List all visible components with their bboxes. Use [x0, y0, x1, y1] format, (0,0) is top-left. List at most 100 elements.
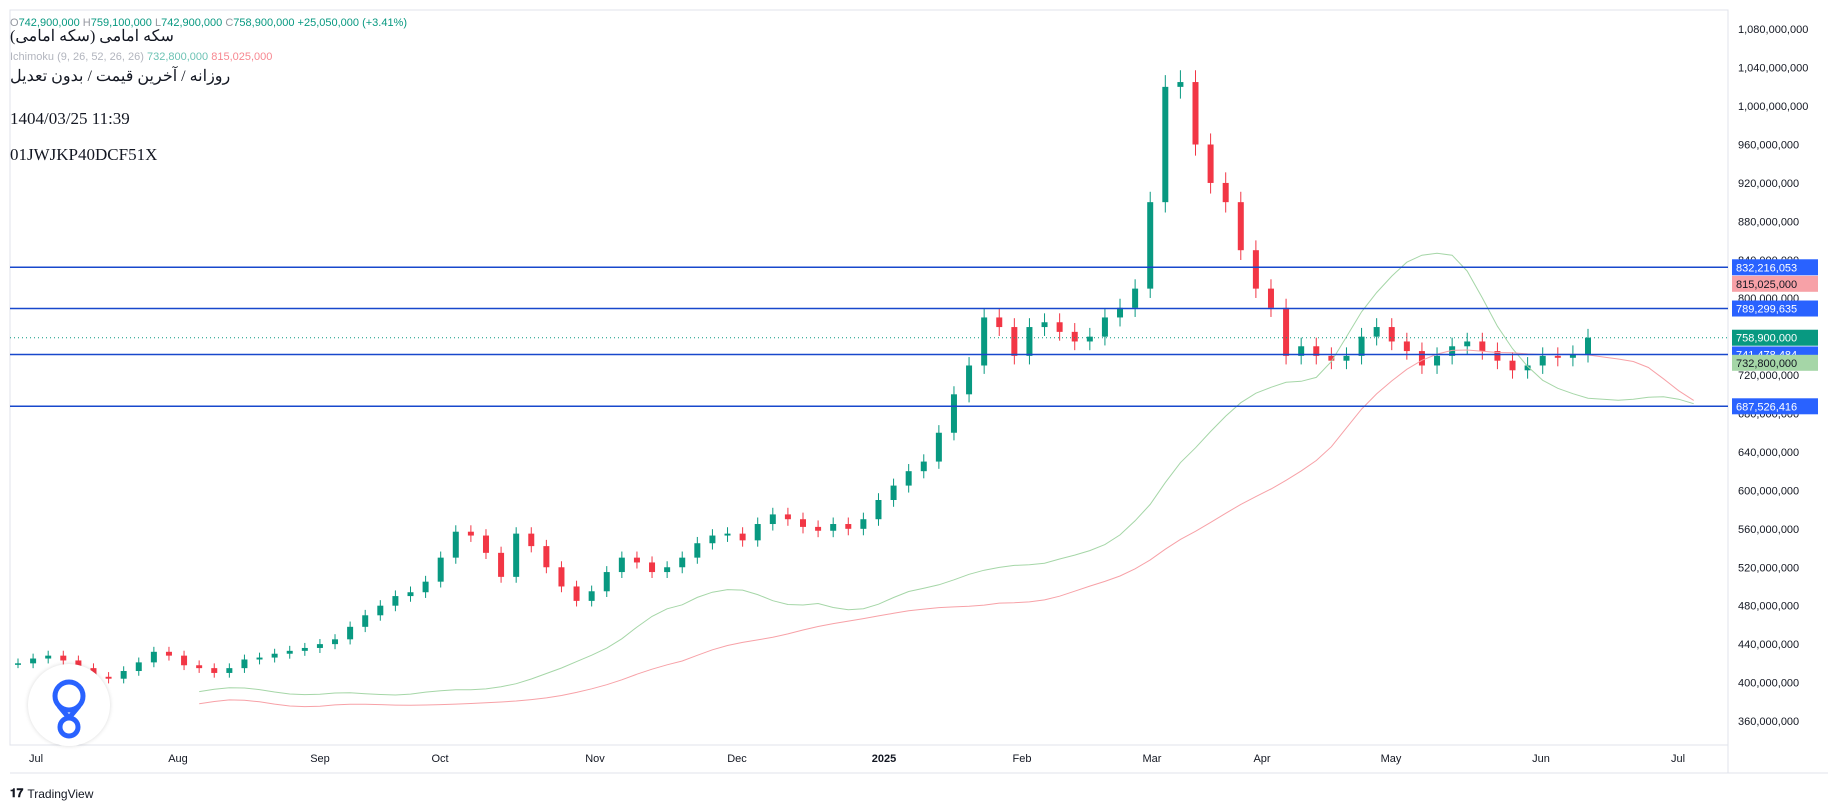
ichimoku-span-b: [199, 349, 1694, 708]
candle-body: [1041, 322, 1048, 328]
candle-body: [467, 531, 474, 536]
candle-body: [105, 676, 112, 679]
candle-body: [332, 639, 339, 645]
candle-body: [165, 651, 172, 656]
level-tag: [1732, 259, 1818, 276]
x-tick-label: Sep: [310, 753, 330, 765]
level-tag-label: 832,216,053: [1736, 262, 1797, 274]
ichimoku-label: Ichimoku (9, 26, 52, 26, 26): [10, 51, 144, 63]
x-tick-label: Nov: [585, 753, 605, 765]
x-tick-label: Jun: [1532, 753, 1550, 765]
candle-body: [60, 655, 67, 661]
candle-body: [890, 485, 897, 500]
level-tag-label: 687,526,416: [1736, 401, 1797, 413]
chart-datetime: 1404/03/25 11:39: [10, 109, 130, 128]
candle-body: [830, 524, 837, 531]
tradingview-brand[interactable]: 𝟏𝟕 TradingView: [10, 786, 93, 801]
candle-body: [649, 562, 656, 573]
candle-body: [1162, 86, 1169, 203]
candle-body: [1388, 327, 1395, 342]
candle-body: [1207, 144, 1214, 183]
candle-body: [1101, 317, 1108, 337]
candle-body: [1494, 351, 1501, 361]
candle-body: [528, 533, 535, 547]
candle-body: [256, 657, 263, 660]
candle-body: [543, 546, 550, 568]
open-label: O: [10, 17, 19, 29]
tradingview-logo-icon: 𝟏𝟕: [10, 786, 24, 800]
candle-body: [1554, 355, 1561, 358]
candle-body: [1373, 327, 1380, 337]
y-tick-label: 360,000,000: [1738, 716, 1799, 728]
low-label: L: [154, 17, 162, 29]
level-tag: [1732, 398, 1818, 415]
candle-body: [845, 524, 852, 529]
candle-body: [694, 543, 701, 558]
brand-logo-icon: [52, 679, 86, 739]
candle-body: [709, 535, 716, 544]
candle-body: [1585, 337, 1591, 354]
close-value: 758,900,000: [233, 17, 295, 29]
candle-body: [347, 626, 354, 640]
y-tick-label: 600,000,000: [1738, 485, 1799, 497]
candle-body: [181, 655, 188, 666]
candle-body: [1222, 182, 1229, 203]
candle-body: [196, 665, 203, 669]
candle-body: [1117, 307, 1124, 318]
candle-body: [815, 526, 822, 531]
y-tick-label: 1,080,000,000: [1738, 24, 1808, 36]
candle-body: [679, 557, 686, 568]
close-label: C: [225, 17, 234, 29]
candle-body: [226, 668, 233, 673]
y-tick-label: 480,000,000: [1738, 601, 1799, 613]
candle-body: [1434, 355, 1441, 366]
candle-body: [271, 653, 278, 658]
candle-body: [1358, 336, 1365, 356]
y-tick-label: 1,000,000,000: [1738, 101, 1808, 113]
candle-body: [316, 644, 323, 648]
candle-body: [452, 531, 459, 558]
candle-body: [1464, 341, 1471, 347]
x-tick-label: May: [1381, 753, 1402, 765]
price-tag-label: 815,025,000: [1736, 279, 1797, 291]
x-tick-label: 2025: [872, 753, 896, 765]
price-tag-label: 758,900,000: [1736, 333, 1797, 345]
candle-body: [211, 668, 218, 673]
y-tick-label: 1,040,000,000: [1738, 63, 1808, 75]
candle-body: [1479, 341, 1486, 352]
x-tick-label: Feb: [1013, 753, 1032, 765]
x-tick-label: Jul: [29, 753, 43, 765]
candle-body: [724, 533, 731, 536]
candle-body: [120, 671, 127, 679]
candle-body: [769, 514, 776, 525]
price-tag: [1732, 275, 1818, 292]
ichimoku-legend: Ichimoku (9, 26, 52, 26, 26) 732,800,000…: [10, 51, 272, 63]
candle-body: [558, 567, 565, 587]
candle-body: [286, 650, 293, 654]
change-value: +25,050,000 (+3.41%): [297, 17, 408, 29]
candle-body: [950, 394, 957, 433]
level-tag: [1732, 300, 1818, 317]
low-value: 742,900,000: [161, 17, 223, 29]
candle-body: [301, 647, 308, 651]
chart-id: 01JWJKP40DCF51X: [10, 145, 158, 164]
candle-body: [860, 519, 867, 529]
candle-body: [392, 596, 399, 606]
candle-body: [935, 432, 942, 462]
ohlc-legend: O742,900,000 H759,100,000 L742,900,000 C…: [10, 17, 407, 29]
symbol-title: سکه امامی (سکه امامی): [10, 28, 174, 45]
y-tick-label: 920,000,000: [1738, 178, 1799, 190]
candle-body: [1298, 346, 1305, 356]
candle-body: [633, 557, 640, 563]
candle-body: [1192, 82, 1199, 145]
candle-body: [241, 659, 248, 669]
candle-body: [30, 658, 37, 664]
candle-body: [1524, 365, 1531, 371]
candle-body: [800, 519, 806, 527]
y-tick-label: 720,000,000: [1738, 370, 1799, 382]
candle-body: [45, 655, 52, 659]
high-value: 759,100,000: [90, 17, 152, 29]
y-tick-label: 640,000,000: [1738, 447, 1799, 459]
